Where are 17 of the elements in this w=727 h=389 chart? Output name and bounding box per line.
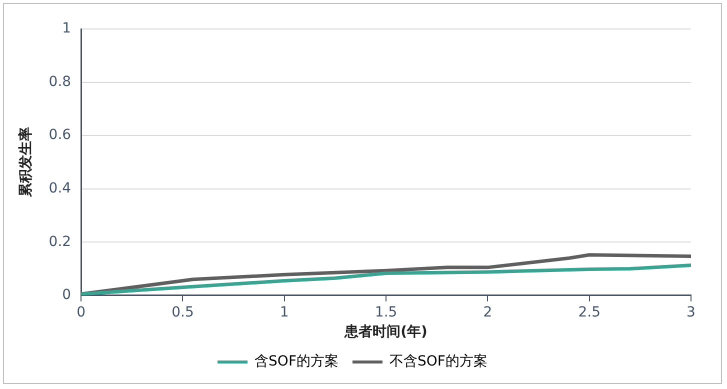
x-tick-label: 1.5	[374, 304, 398, 320]
y-tick-label: 1	[62, 20, 72, 37]
y-tick-label: 0	[62, 287, 72, 304]
legend-label: 含SOF的方案	[254, 352, 339, 370]
x-tick-label: 0.5	[172, 304, 194, 320]
x-tick-label: 0	[76, 304, 86, 320]
y-tick-label: 0.6	[48, 127, 72, 144]
y-axis-title: 累积发生率	[17, 127, 34, 198]
x-tick-label: 2	[483, 304, 492, 320]
x-tick-label: 1	[280, 304, 289, 320]
y-tick-label: 0.4	[48, 180, 72, 196]
x-axis-title: 患者时间(年)	[344, 324, 428, 340]
x-tick-label: 3	[686, 304, 696, 320]
y-tick-label: 0.2	[48, 234, 72, 250]
x-tick-label: 2.5	[578, 304, 600, 320]
y-tick-label: 0.8	[48, 74, 72, 90]
legend-label: 不含SOF的方案	[390, 352, 488, 370]
